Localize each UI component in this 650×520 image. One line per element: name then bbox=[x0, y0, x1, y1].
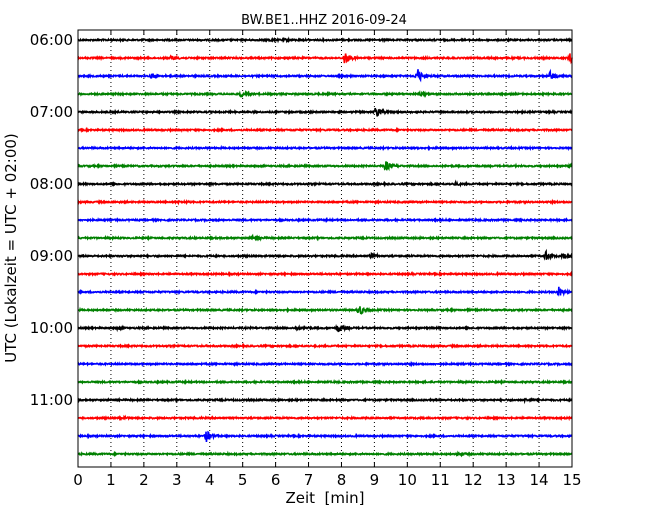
trace-0645 bbox=[77, 89, 573, 98]
trace-1030 bbox=[77, 360, 573, 368]
trace-0800 bbox=[77, 179, 573, 188]
trace-1115 bbox=[77, 414, 573, 422]
x-tick-label: 11 bbox=[431, 471, 450, 489]
trace-1145 bbox=[77, 450, 573, 458]
x-axis-label: Zeit [min] bbox=[285, 489, 364, 507]
trace-1100 bbox=[77, 396, 573, 405]
x-tick-label: 0 bbox=[73, 471, 83, 489]
y-tick-label: 06:00 bbox=[30, 31, 73, 49]
y-tick-label: 09:00 bbox=[30, 247, 73, 265]
x-tick-label: 4 bbox=[205, 471, 215, 489]
x-tick-label: 6 bbox=[271, 471, 281, 489]
trace-0815 bbox=[77, 198, 573, 206]
y-tick-label: 07:00 bbox=[30, 103, 73, 121]
trace-0930 bbox=[77, 286, 573, 297]
chart-title: BW.BE1..HHZ 2016-09-24 bbox=[241, 13, 407, 28]
trace-0630 bbox=[77, 68, 573, 83]
y-tick-label: 10:00 bbox=[30, 319, 73, 337]
x-tick-label: 1 bbox=[106, 471, 116, 489]
x-tick-label: 2 bbox=[139, 471, 149, 489]
y-tick-label: 08:00 bbox=[30, 175, 73, 193]
trace-0945 bbox=[77, 306, 573, 315]
trace-1015 bbox=[77, 342, 573, 350]
x-tick-label: 14 bbox=[530, 471, 549, 489]
plot-frame bbox=[77, 29, 573, 468]
trace-0745 bbox=[77, 161, 573, 172]
trace-0615 bbox=[77, 53, 573, 65]
grid-lines bbox=[110, 30, 540, 467]
x-tick-label: 15 bbox=[562, 471, 581, 489]
y-axis-label: UTC (Lokalzeit = UTC + 02:00) bbox=[2, 133, 20, 363]
x-axis-ticks: 0 1 2 3 4 5 6 7 8 9 10 11 12 13 14 15 bbox=[73, 30, 582, 489]
x-tick-label: 10 bbox=[398, 471, 417, 489]
traces bbox=[77, 36, 573, 458]
trace-1000 bbox=[77, 323, 573, 333]
x-tick-label: 9 bbox=[370, 471, 380, 489]
trace-0730 bbox=[77, 144, 573, 152]
y-axis-ticks: 06:00 07:00 08:00 09:00 10:00 11:00 bbox=[30, 31, 572, 409]
trace-0715 bbox=[77, 126, 573, 134]
trace-0830 bbox=[77, 216, 573, 224]
x-tick-label: 3 bbox=[172, 471, 182, 489]
trace-1045 bbox=[77, 378, 573, 386]
trace-0915 bbox=[77, 270, 573, 278]
trace-1130 bbox=[77, 430, 573, 443]
x-tick-label: 8 bbox=[337, 471, 347, 489]
x-tick-label: 12 bbox=[464, 471, 483, 489]
x-tick-label: 5 bbox=[238, 471, 248, 489]
y-tick-label: 11:00 bbox=[30, 391, 73, 409]
x-tick-label: 13 bbox=[497, 471, 516, 489]
trace-0700 bbox=[77, 107, 573, 117]
trace-0845 bbox=[77, 233, 573, 242]
trace-0600 bbox=[77, 36, 573, 44]
trace-0900 bbox=[77, 248, 573, 261]
x-tick-label: 7 bbox=[304, 471, 314, 489]
